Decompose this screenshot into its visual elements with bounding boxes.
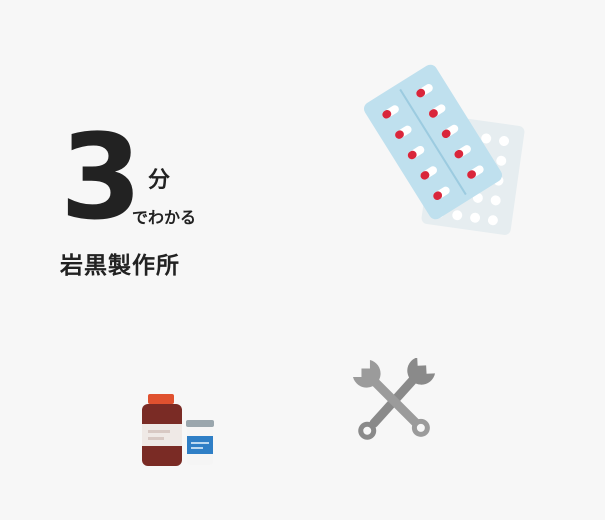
company-name: 岩黒製作所 <box>60 253 180 279</box>
blister-pack-icon <box>355 50 535 235</box>
title-block: 3 分 でわかる 岩黒製作所 <box>60 118 260 288</box>
wrench-tools-icon <box>348 357 440 444</box>
title-suffix: でわかる <box>132 208 197 227</box>
title-unit: 分 <box>148 168 171 193</box>
medicine-bottle-icon <box>138 392 218 468</box>
title-number: 3 <box>60 108 142 246</box>
